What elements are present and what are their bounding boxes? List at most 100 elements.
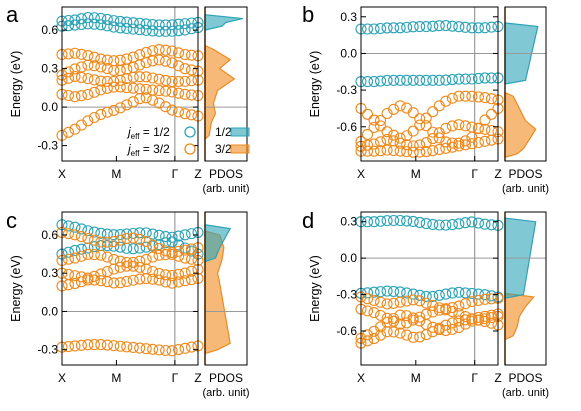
band-point xyxy=(82,232,94,244)
band-point xyxy=(82,248,94,260)
band-point xyxy=(485,219,498,231)
band-point xyxy=(381,312,393,324)
y-tick-label: -0.3 xyxy=(37,343,58,357)
panel-letter: c xyxy=(6,208,17,233)
band-point xyxy=(166,231,178,243)
band-point xyxy=(472,311,484,324)
y-axis-label: Energy (eV) xyxy=(9,255,23,322)
band-point xyxy=(427,132,439,145)
band-point xyxy=(173,87,185,99)
band-point xyxy=(114,54,126,66)
band-point xyxy=(153,54,165,66)
band-point xyxy=(388,297,400,309)
pdos-panel: PDOS (arb. unit) xyxy=(202,211,250,399)
band-point xyxy=(127,61,139,73)
band-point xyxy=(440,324,452,337)
series-jeff-1-2 xyxy=(56,11,204,37)
band-point xyxy=(75,48,87,60)
band-point xyxy=(134,242,146,254)
band-point xyxy=(166,345,178,357)
band-point xyxy=(108,21,120,33)
band-point xyxy=(108,229,120,241)
band-point xyxy=(433,143,445,156)
band-point xyxy=(75,18,87,30)
band-point xyxy=(427,106,439,118)
pdos-jeff-3-2 xyxy=(504,292,535,341)
band-point xyxy=(140,18,152,30)
band-point xyxy=(173,268,185,280)
band-point xyxy=(95,227,107,239)
pdos-legend: 1/23/2 xyxy=(215,125,250,156)
band-point xyxy=(453,73,465,85)
band-point xyxy=(459,287,471,299)
band-point xyxy=(127,96,139,108)
band-point xyxy=(153,239,165,251)
band-point xyxy=(368,294,380,307)
band-point xyxy=(394,74,406,86)
band-point xyxy=(446,73,458,86)
band-point xyxy=(108,64,120,76)
band-point xyxy=(140,272,152,285)
band-point xyxy=(375,329,387,341)
band-point xyxy=(134,59,146,71)
band-point xyxy=(479,22,491,34)
y-tick-label: -0.3 xyxy=(37,139,58,153)
band-point xyxy=(361,23,374,35)
x-tick-label: M xyxy=(411,167,421,181)
band-point xyxy=(134,93,146,105)
band-point xyxy=(82,274,94,286)
band-point xyxy=(173,230,185,242)
band-point xyxy=(88,339,100,351)
series-jeff-3-2 xyxy=(56,43,204,141)
band-point xyxy=(453,21,465,33)
band-point xyxy=(466,138,478,150)
band-point xyxy=(82,18,94,30)
x-tick-label: Γ xyxy=(172,167,179,181)
band-point xyxy=(375,309,387,321)
band-point xyxy=(479,315,491,328)
band-point xyxy=(407,288,419,300)
x-tick-label: M xyxy=(111,371,121,385)
band-point xyxy=(179,229,191,241)
band-point xyxy=(62,228,75,240)
pdos-frame xyxy=(504,211,547,366)
band-point xyxy=(185,273,198,286)
y-tick-label: -0.6 xyxy=(336,120,357,134)
band-point xyxy=(160,276,172,288)
band-point xyxy=(69,70,81,83)
panel-letter: a xyxy=(6,2,19,27)
band-point xyxy=(166,19,178,31)
band-point xyxy=(114,340,126,352)
x-tick-label: Γ xyxy=(471,371,478,385)
band-point xyxy=(62,48,75,60)
band-point xyxy=(75,271,87,283)
band-point xyxy=(173,106,185,118)
band-point xyxy=(166,236,178,248)
band-point xyxy=(127,232,139,244)
band-point xyxy=(108,340,120,352)
pdos-jeff-3-2 xyxy=(504,91,537,159)
band-point xyxy=(75,13,87,25)
band-point xyxy=(121,275,133,288)
series-jeff-1-2 xyxy=(355,214,504,303)
band-point xyxy=(127,17,139,29)
y-tick-label: 0.6 xyxy=(41,228,58,242)
band-point xyxy=(420,145,432,158)
band-point xyxy=(127,23,139,35)
band-point xyxy=(446,218,458,231)
band-point xyxy=(479,293,491,305)
band-point xyxy=(459,21,471,33)
band-point xyxy=(160,25,172,37)
band-point xyxy=(485,290,498,302)
band-point xyxy=(140,57,152,69)
pdos-label: PDOS xyxy=(209,167,243,181)
band-point xyxy=(361,329,374,341)
band-point xyxy=(114,241,126,253)
band-point xyxy=(179,275,191,287)
band-point xyxy=(414,146,426,158)
band-point xyxy=(69,47,81,59)
pdos-legend-orange-swatch xyxy=(230,144,250,154)
band-point xyxy=(185,49,198,61)
band-point xyxy=(108,236,120,248)
band-point xyxy=(440,219,452,231)
